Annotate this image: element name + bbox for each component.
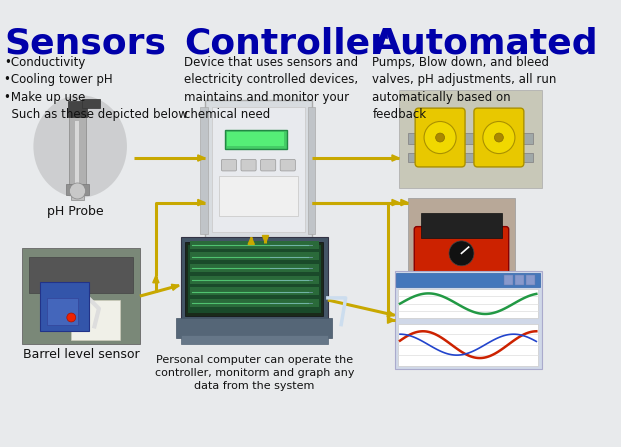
Circle shape	[436, 133, 445, 142]
FancyBboxPatch shape	[40, 282, 89, 331]
FancyBboxPatch shape	[75, 122, 79, 184]
FancyBboxPatch shape	[241, 160, 256, 171]
Text: Controller: Controller	[184, 26, 388, 60]
FancyBboxPatch shape	[176, 318, 332, 338]
FancyBboxPatch shape	[308, 107, 315, 234]
Text: Device that uses sensors and
electricity controlled devices,
maintains and monit: Device that uses sensors and electricity…	[184, 55, 358, 121]
Text: pH Probe: pH Probe	[47, 205, 104, 218]
Polygon shape	[392, 199, 399, 206]
FancyBboxPatch shape	[190, 253, 319, 261]
FancyBboxPatch shape	[71, 299, 120, 340]
Polygon shape	[388, 317, 395, 323]
FancyBboxPatch shape	[190, 241, 319, 249]
FancyBboxPatch shape	[408, 198, 515, 287]
FancyBboxPatch shape	[71, 191, 84, 200]
Polygon shape	[392, 155, 399, 161]
FancyBboxPatch shape	[398, 289, 538, 318]
FancyBboxPatch shape	[422, 213, 502, 238]
FancyBboxPatch shape	[395, 271, 542, 369]
FancyBboxPatch shape	[68, 101, 88, 117]
FancyBboxPatch shape	[66, 184, 89, 194]
FancyBboxPatch shape	[212, 107, 305, 232]
Circle shape	[449, 241, 474, 266]
FancyBboxPatch shape	[414, 227, 509, 281]
Circle shape	[424, 122, 456, 154]
Text: Personal computer can operate the
controller, monitorm and graph any
data from t: Personal computer can operate the contro…	[155, 355, 354, 391]
FancyBboxPatch shape	[398, 324, 538, 366]
FancyBboxPatch shape	[219, 176, 297, 216]
FancyBboxPatch shape	[225, 130, 287, 149]
Text: Barrel level sensor: Barrel level sensor	[23, 348, 139, 361]
FancyBboxPatch shape	[190, 276, 319, 284]
Circle shape	[70, 183, 86, 199]
FancyBboxPatch shape	[396, 273, 540, 287]
Text: Automated: Automated	[373, 26, 598, 60]
Polygon shape	[171, 284, 179, 290]
FancyBboxPatch shape	[474, 108, 524, 167]
Text: Sensors: Sensors	[4, 26, 166, 60]
Text: •Conductivity
•Cooling tower pH
•Make up use
  Such as these depicted below: •Conductivity •Cooling tower pH •Make up…	[4, 55, 188, 121]
Polygon shape	[262, 236, 269, 243]
Polygon shape	[248, 237, 255, 245]
Ellipse shape	[34, 95, 127, 198]
FancyBboxPatch shape	[408, 133, 533, 144]
Polygon shape	[153, 276, 159, 283]
Circle shape	[494, 133, 504, 142]
FancyBboxPatch shape	[185, 242, 324, 316]
FancyBboxPatch shape	[47, 298, 78, 325]
Polygon shape	[387, 311, 395, 317]
Circle shape	[67, 313, 76, 322]
FancyBboxPatch shape	[261, 160, 276, 171]
Polygon shape	[197, 199, 205, 206]
FancyBboxPatch shape	[70, 113, 86, 193]
FancyBboxPatch shape	[29, 257, 133, 292]
FancyBboxPatch shape	[227, 132, 284, 147]
FancyBboxPatch shape	[415, 108, 465, 167]
FancyBboxPatch shape	[221, 160, 237, 171]
FancyBboxPatch shape	[408, 153, 533, 161]
FancyBboxPatch shape	[399, 90, 542, 188]
FancyBboxPatch shape	[190, 264, 319, 272]
FancyBboxPatch shape	[181, 237, 328, 320]
FancyBboxPatch shape	[181, 335, 328, 344]
FancyBboxPatch shape	[280, 160, 296, 171]
FancyBboxPatch shape	[205, 100, 312, 243]
Circle shape	[483, 122, 515, 154]
Text: Pumps, Blow down, and bleed
valves, pH adjustments, all run
automatically based : Pumps, Blow down, and bleed valves, pH a…	[373, 55, 557, 121]
FancyBboxPatch shape	[82, 99, 100, 108]
FancyBboxPatch shape	[525, 275, 535, 286]
FancyBboxPatch shape	[188, 245, 320, 313]
FancyBboxPatch shape	[199, 107, 209, 234]
FancyBboxPatch shape	[22, 248, 140, 344]
Polygon shape	[401, 199, 408, 206]
FancyBboxPatch shape	[504, 275, 513, 286]
FancyBboxPatch shape	[190, 299, 319, 307]
Polygon shape	[197, 155, 205, 161]
FancyBboxPatch shape	[190, 287, 319, 295]
FancyBboxPatch shape	[515, 275, 524, 286]
